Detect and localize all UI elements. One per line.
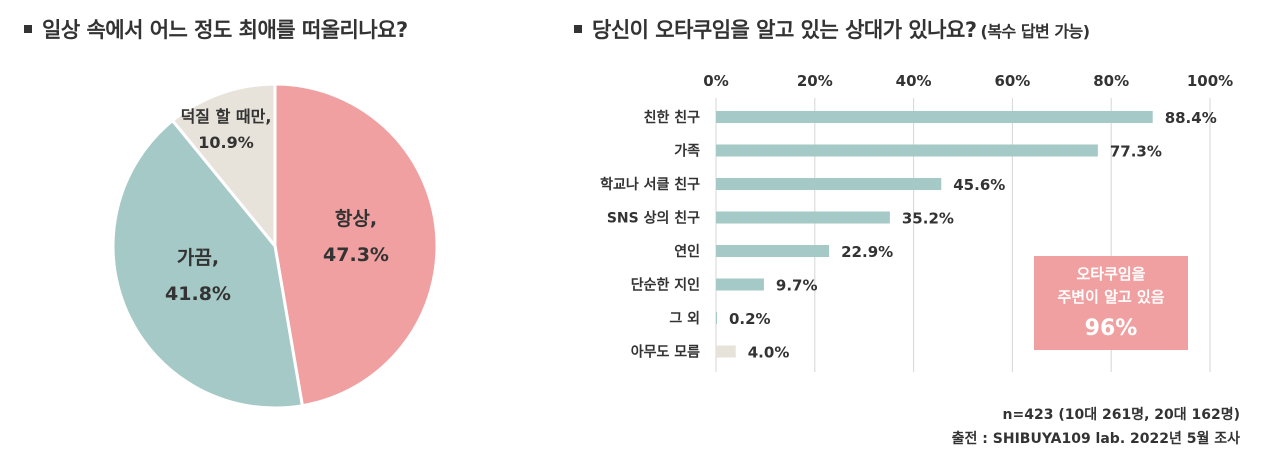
x-tick-label: 80% (1093, 72, 1129, 90)
pie-slice (273, 82, 439, 408)
source-note: 출전 : SHIBUYA109 lab. 2022년 5월 조사 (951, 431, 1240, 447)
pie-slice-value: 41.8% (165, 283, 231, 305)
bar-value-label: 45.6% (953, 176, 1005, 194)
pie-slice (170, 82, 277, 251)
pie-slice-label: 항상, (335, 208, 377, 230)
category-label: 아무도 모름 (631, 344, 700, 361)
bar (716, 178, 942, 190)
bar (716, 211, 890, 224)
callout-line1: 오타쿠임을 (1076, 265, 1145, 283)
bar-value-label: 4.0% (748, 344, 790, 362)
bar-value-label: 88.4% (1165, 109, 1217, 127)
title-note: (복수 답변 가능) (980, 22, 1091, 41)
bar (716, 144, 1098, 157)
bar-value-label: 0.2% (729, 310, 771, 328)
category-label: 학교나 서클 친구 (600, 177, 700, 193)
category-label: SNS 상의 친구 (607, 210, 700, 227)
pie-slice-label: 덕질 할 때만, (181, 107, 272, 126)
category-label: 단순한 지인 (631, 277, 700, 294)
pie-chart: 항상, 47.3% 가끔, 41.8% 덕질 할 때만, 10.9% (111, 82, 439, 410)
x-tick-label: 20% (797, 72, 833, 90)
bar-value-label: 77.3% (1110, 143, 1162, 161)
callout-background (1034, 256, 1188, 350)
pie-slice (111, 118, 305, 410)
bar (716, 278, 764, 291)
title-bullet-icon (24, 25, 32, 33)
bar-chart: 0% 20% 40% 60% 80% 100% 친한 친구 88.4% 가족 77.3% 학교나 서… (600, 72, 1233, 372)
bar-value-label: 9.7% (776, 277, 818, 295)
category-label: 연인 (674, 243, 700, 260)
pie-slice-value: 10.9% (198, 133, 254, 152)
callout-value: 96% (1085, 316, 1138, 341)
right-chart-title: 당신이 오타쿠임을 알고 있는 상대가 있나요? (복수 답변 가능) (574, 14, 1090, 44)
x-tick-label: 0% (703, 72, 728, 90)
category-label: 친한 친구 (644, 110, 701, 126)
callout-line2: 주변이 알고 있음 (1057, 288, 1164, 306)
bar (716, 312, 717, 324)
callout-box: 오타쿠임을 주변이 알고 있음 96% (1034, 256, 1188, 350)
bar (716, 245, 830, 257)
x-tick-label: 60% (994, 72, 1030, 90)
category-label: 가족 (674, 144, 700, 160)
left-chart-title: 일상 속에서 어느 정도 최애를 떠올리나요? (24, 14, 408, 44)
pie-slice-label: 가끔, (177, 247, 219, 269)
bar-value-label: 35.2% (902, 210, 954, 228)
sample-note: n=423 (10대 261명, 20대 162명) (1002, 407, 1240, 423)
pie-slice-value: 47.3% (323, 244, 389, 266)
x-tick-label: 100% (1187, 72, 1233, 90)
x-tick-label: 40% (896, 72, 932, 90)
bar (716, 111, 1153, 123)
bar (716, 345, 736, 358)
category-label: 그 외 (669, 310, 700, 327)
bar-value-label: 22.9% (841, 243, 893, 261)
title-bullet-icon (574, 25, 582, 33)
